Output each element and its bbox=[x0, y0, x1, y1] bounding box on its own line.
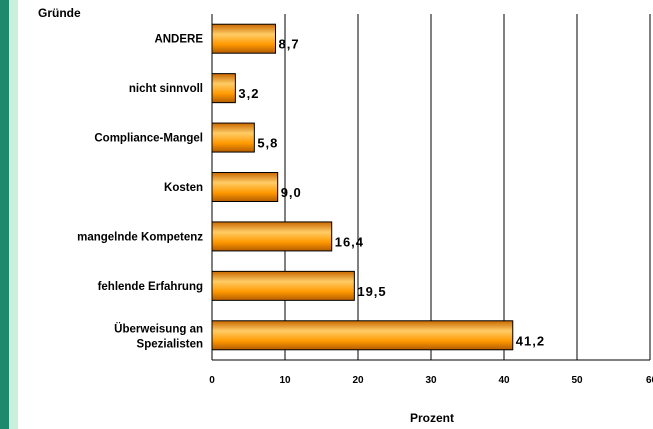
gridlines bbox=[211, 14, 651, 361]
x-tick-label: 10 bbox=[279, 375, 291, 386]
x-tick-label: 20 bbox=[352, 375, 364, 386]
x-tick-label: 60 bbox=[646, 375, 653, 386]
value-label: 41,2 bbox=[516, 333, 545, 348]
category-label: Überweisung an Spezialisten bbox=[114, 322, 203, 350]
x-axis-title: Prozent bbox=[410, 411, 454, 425]
x-tick-labels: 0 10 20 30 40 50 60 bbox=[209, 375, 653, 386]
value-label: 8,7 bbox=[279, 37, 300, 52]
category-labels: ANDERE nicht sinnvoll Compliance-Mangel Kos… bbox=[77, 34, 203, 351]
value-label: 9,0 bbox=[281, 185, 302, 200]
bar bbox=[211, 320, 514, 351]
value-label: 16,4 bbox=[335, 234, 364, 249]
bar bbox=[211, 122, 255, 153]
category-label: Compliance-Mangel bbox=[94, 133, 203, 145]
category-label: fehlende Erfahrung bbox=[98, 281, 203, 293]
bars bbox=[211, 23, 514, 351]
x-tick-label: 30 bbox=[425, 375, 437, 386]
category-label: nicht sinnvoll bbox=[129, 83, 203, 95]
category-label: mangelnde Kompetenz bbox=[77, 231, 203, 243]
x-tick-label: 40 bbox=[498, 375, 510, 386]
left-accent-bar bbox=[0, 0, 9, 429]
value-label: 19,5 bbox=[357, 284, 386, 299]
bar bbox=[211, 73, 236, 104]
value-labels: 8,7 3,2 5,8 9,0 16,4 19,5 41,2 bbox=[238, 37, 545, 349]
value-label: 5,8 bbox=[257, 136, 278, 151]
bar bbox=[211, 23, 277, 54]
bar bbox=[211, 270, 355, 301]
category-label: Kosten bbox=[164, 182, 203, 194]
y-axis-title: Gründe bbox=[38, 6, 81, 20]
bar bbox=[211, 172, 279, 202]
category-label: ANDERE bbox=[154, 34, 203, 46]
x-tick-label: 50 bbox=[571, 375, 583, 386]
x-tick-label: 0 bbox=[209, 375, 215, 386]
value-label: 3,2 bbox=[238, 86, 259, 101]
bar bbox=[211, 221, 333, 252]
